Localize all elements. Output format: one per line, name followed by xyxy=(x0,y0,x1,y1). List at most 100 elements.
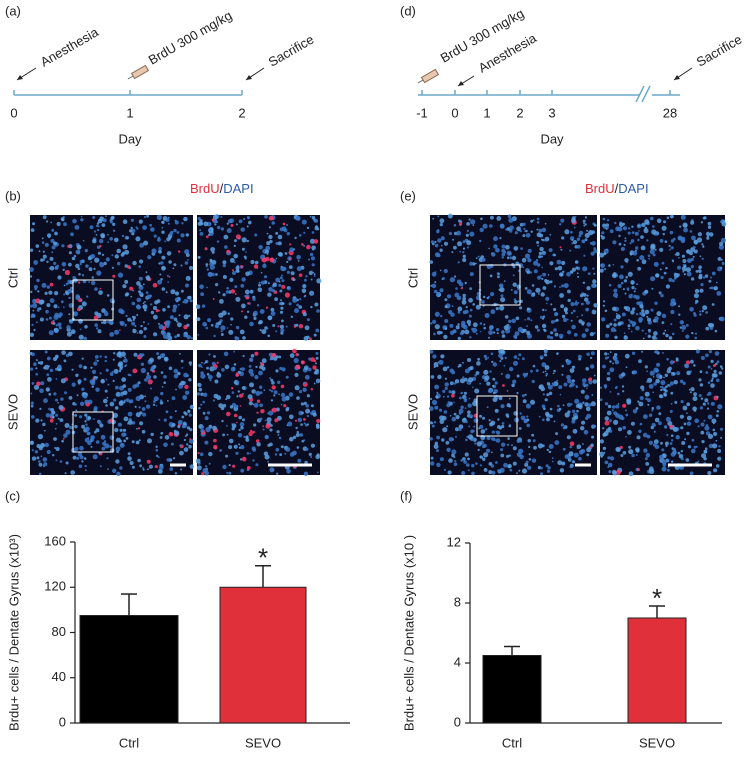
cell xyxy=(639,422,643,426)
cell xyxy=(93,315,99,321)
cell xyxy=(47,377,52,382)
cell xyxy=(589,332,595,337)
cell xyxy=(230,323,232,326)
cell xyxy=(686,271,692,277)
cell xyxy=(647,398,651,403)
cell xyxy=(548,444,554,449)
cell xyxy=(603,267,607,271)
cell xyxy=(157,279,163,285)
cell xyxy=(633,370,638,375)
cell xyxy=(479,322,483,325)
cell xyxy=(646,315,649,318)
cell xyxy=(301,219,307,225)
cell xyxy=(153,332,158,337)
cell xyxy=(501,330,505,334)
cell xyxy=(177,322,182,328)
cell xyxy=(166,251,172,256)
cell xyxy=(588,380,593,385)
cell xyxy=(48,290,53,295)
cell xyxy=(620,454,624,457)
cell xyxy=(236,380,240,384)
cell xyxy=(310,357,315,362)
cell xyxy=(188,314,191,317)
cell xyxy=(188,413,192,417)
cell xyxy=(99,465,102,468)
cell xyxy=(685,458,690,462)
cell xyxy=(487,356,490,359)
cell xyxy=(522,266,525,269)
cell xyxy=(102,320,107,325)
cell xyxy=(79,259,83,264)
cell xyxy=(146,372,150,375)
cell xyxy=(105,378,108,381)
cell xyxy=(467,410,471,415)
cell xyxy=(644,219,650,225)
cell xyxy=(706,235,710,238)
cell xyxy=(623,279,628,283)
cell xyxy=(107,241,110,244)
y-axis-label: Brdu+ cells / Dentate Gyrus (x10³) xyxy=(6,534,21,731)
cell xyxy=(37,434,44,440)
cell xyxy=(622,403,627,408)
cell xyxy=(610,456,615,461)
cell xyxy=(591,283,596,289)
cell xyxy=(605,228,608,230)
cell xyxy=(482,416,485,420)
cell xyxy=(572,428,578,434)
cell xyxy=(666,357,669,361)
cell xyxy=(131,228,136,233)
cell xyxy=(236,421,238,424)
cell xyxy=(468,297,473,303)
cell xyxy=(525,403,531,409)
cell xyxy=(549,407,553,411)
cell xyxy=(37,307,40,311)
cell xyxy=(647,328,651,332)
cell xyxy=(296,430,299,434)
cell xyxy=(165,291,168,294)
cell xyxy=(35,372,38,376)
cell xyxy=(255,390,261,396)
cell xyxy=(229,405,234,409)
cell xyxy=(475,262,477,265)
cell xyxy=(98,290,103,295)
cell xyxy=(552,382,556,387)
cell xyxy=(497,469,501,473)
cell xyxy=(634,249,637,252)
cell xyxy=(462,457,466,461)
cell xyxy=(220,227,225,231)
cell xyxy=(252,297,256,301)
cell xyxy=(609,367,615,373)
cell xyxy=(131,301,136,306)
cell xyxy=(658,291,662,295)
cell xyxy=(211,250,215,254)
cell xyxy=(663,425,668,429)
cell xyxy=(104,389,108,393)
cell xyxy=(653,439,659,445)
cell xyxy=(704,425,710,431)
cell xyxy=(453,223,457,227)
cell xyxy=(452,238,455,241)
cell xyxy=(186,323,190,327)
cell xyxy=(200,292,205,297)
cell xyxy=(56,221,61,227)
cell xyxy=(701,453,707,459)
cell xyxy=(80,299,83,302)
cell xyxy=(575,261,577,264)
cell xyxy=(483,369,489,375)
cell xyxy=(65,282,69,286)
cell xyxy=(243,435,246,439)
cell xyxy=(707,221,712,226)
cell xyxy=(536,221,540,224)
cell xyxy=(144,301,146,303)
cell xyxy=(454,379,460,384)
cell xyxy=(124,399,126,402)
cell xyxy=(586,352,590,356)
cell xyxy=(254,375,259,380)
cell xyxy=(57,417,60,420)
cell xyxy=(310,456,312,458)
cell xyxy=(563,283,569,289)
cell xyxy=(583,224,586,227)
row-label: SEVO xyxy=(5,394,20,430)
cell xyxy=(629,242,632,245)
